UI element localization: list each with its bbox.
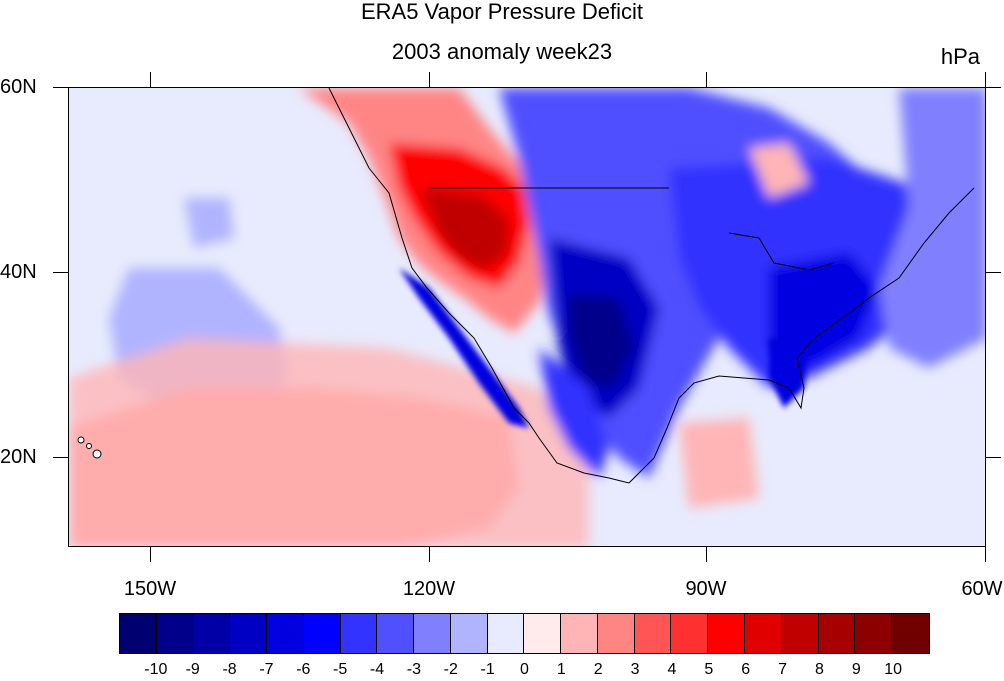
southwest-coast-line	[528, 422, 630, 484]
colorbar-swatch	[230, 614, 268, 653]
anomaly-blobs	[69, 88, 985, 546]
units-label: hPa	[940, 44, 980, 69]
bottom-tick	[429, 547, 430, 562]
anomaly-map	[69, 88, 985, 546]
colorbar-swatch	[414, 614, 451, 653]
left-tick	[53, 272, 68, 273]
colorbar-label: 1	[556, 661, 566, 678]
right-tick	[986, 272, 1001, 273]
colorbar-swatch	[745, 614, 782, 653]
colorbar-label: -4	[369, 661, 385, 678]
colorbar-label: -9	[185, 661, 200, 678]
colorbar-label: 8	[814, 661, 824, 678]
north-atlantic-red	[749, 143, 809, 198]
great-lakes-line	[728, 232, 835, 271]
colorbar-swatch	[561, 614, 598, 653]
colorbar-swatch	[120, 614, 157, 653]
baja-coast-blue	[399, 268, 529, 428]
colorbar-label: -1	[480, 661, 495, 678]
atlantic-light-blue	[879, 88, 985, 368]
colorbar-swatch	[524, 614, 562, 653]
northwest-darkest-red	[421, 188, 509, 270]
lon-label-90w: 90W	[685, 578, 727, 600]
left-tick	[53, 457, 68, 458]
colorbar-swatch	[708, 614, 746, 653]
colorbar-label: 5	[704, 661, 714, 678]
right-tick	[986, 457, 1001, 458]
gulf-light-red	[679, 418, 759, 508]
bottom-tick	[706, 547, 707, 562]
coastlines	[328, 88, 975, 484]
colorbar-label: -7	[259, 661, 274, 678]
colorbar-swatch	[892, 614, 929, 653]
bottom-tick	[985, 547, 986, 562]
lat-label-20n: 20N	[0, 446, 37, 468]
colorbar-label: 10	[884, 661, 903, 678]
colorbar-swatch	[855, 614, 893, 653]
colorbar-label: -2	[443, 661, 458, 678]
colorbar-swatch	[818, 614, 856, 653]
lon-label-60w: 60W	[961, 578, 1003, 600]
colorbar-swatch	[267, 614, 304, 653]
colorbar-label: 0	[520, 661, 529, 678]
bottom-tick	[150, 547, 151, 562]
colorbar-label: 4	[667, 661, 677, 678]
colorbar-label: 3	[630, 661, 640, 678]
chart-title: ERA5 Vapor Pressure Deficit	[360, 0, 644, 24]
eastern-us-dark-blue	[769, 253, 879, 368]
colorbar-swatch	[597, 614, 635, 653]
lat-label-60n: 60N	[0, 76, 37, 98]
gulf-coast-line	[628, 187, 975, 484]
colorbar-swatch	[450, 614, 488, 653]
lon-label-120w: 120W	[402, 578, 456, 600]
mexico-blue	[539, 348, 609, 478]
pacific-blue-small	[184, 198, 234, 248]
colorbar-swatch	[781, 614, 819, 653]
colorbar-label: -10	[144, 661, 168, 678]
lon-label-150w: 150W	[123, 578, 177, 600]
colorbar-swatch	[340, 614, 378, 653]
colorbar-label: 2	[593, 661, 603, 678]
colorbar-swatch	[634, 614, 672, 653]
colorbar-label: 9	[851, 661, 861, 678]
left-tick	[53, 87, 68, 88]
colorbar-label: 7	[778, 661, 787, 678]
right-tick	[986, 87, 1001, 88]
top-tick	[985, 72, 986, 87]
colorbar	[119, 613, 930, 654]
colorbar-labels: -10 -9 -8 -7 -6 -5 -4 -3 -2 -1 0 1 2 3 4 5 6 7 8 9 10	[119, 661, 930, 681]
west-coast-line	[328, 88, 530, 424]
colorbar-label: -3	[406, 661, 422, 678]
lat-label-40n: 40N	[0, 261, 37, 283]
colorbar-swatch	[377, 614, 415, 653]
colorbar-swatch	[156, 614, 194, 653]
colorbar-swatch	[671, 614, 709, 653]
chart-subtitle: 2003 anomaly week23	[391, 39, 613, 64]
hawaii-islands	[77, 436, 102, 459]
colorbar-label: -8	[222, 661, 237, 678]
tropical-pacific-pink	[69, 338, 589, 546]
top-tick	[706, 72, 707, 87]
colorbar-label: 6	[741, 661, 751, 678]
plains-darkest-blue	[569, 293, 634, 388]
top-tick	[150, 72, 151, 87]
top-tick	[429, 72, 430, 87]
colorbar-label: -5	[333, 661, 348, 678]
colorbar-label: -6	[296, 661, 311, 678]
colorbar-swatch	[193, 614, 231, 653]
colorbar-swatch	[303, 614, 341, 653]
map-panel	[68, 87, 986, 547]
colorbar-swatch	[487, 614, 525, 653]
